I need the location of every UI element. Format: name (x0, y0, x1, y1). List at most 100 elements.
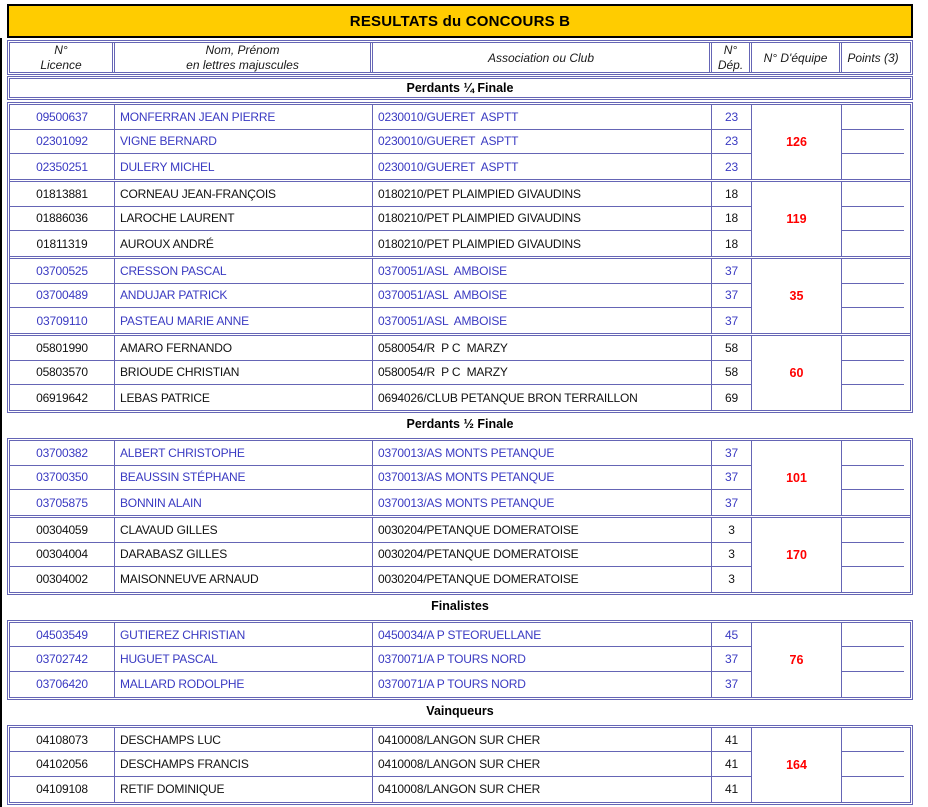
licence-cell: 02301092 (10, 129, 115, 155)
points-cell (842, 182, 904, 207)
name-cell: VIGNE BERNARD (115, 129, 373, 155)
section-block: 03700382 ALBERT CHRISTOPHE 0370013/AS MONT… (7, 437, 913, 595)
points-cell (842, 518, 904, 543)
name-cell: PASTEAU MARIE ANNE (115, 308, 373, 333)
name-cell: DULERY MICHEL (115, 154, 373, 179)
name-cell: LAROCHE LAURENT (115, 206, 373, 232)
points-cell (842, 728, 904, 753)
licence-cell: 00304002 (10, 567, 115, 592)
section-block: 04503549 GUTIEREZ CHRISTIAN 0450034/A P ST… (7, 619, 913, 700)
points-cell (842, 361, 904, 386)
club-cell: 0370071/A P TOURS NORD (373, 672, 712, 697)
club-cell: 0370051/ASL AMBOISE (373, 283, 712, 309)
column-header-points: Points (3) (847, 50, 899, 65)
section-title: Perdants ½ Finale (406, 417, 514, 432)
points-cell (842, 207, 904, 232)
name-cell: BONNIN ALAIN (115, 490, 373, 515)
club-cell: 0180210/PET PLAIMPIED GIVAUDINS (373, 181, 712, 207)
name-cell: CORNEAU JEAN-FRANÇOIS (115, 181, 373, 207)
page-edge-line (0, 38, 2, 807)
points-cell (842, 385, 904, 410)
name-cell: MONFERRAN JEAN PIERRE (115, 105, 373, 130)
name-cell: CLAVAUD GILLES (115, 517, 373, 543)
points-cell (842, 154, 904, 179)
club-cell: 0180210/PET PLAIMPIED GIVAUDINS (373, 231, 712, 256)
points-cell (842, 105, 904, 130)
name-cell: AUROUX ANDRÉ (115, 231, 373, 256)
dep-cell: 37 (712, 647, 752, 673)
name-cell: LEBAS PATRICE (115, 385, 373, 410)
column-header-dep: N° Dép. (712, 43, 752, 73)
licence-cell: 05803570 (10, 360, 115, 386)
licence-cell: 01813881 (10, 181, 115, 207)
dep-cell: 41 (712, 727, 752, 753)
licence-cell: 01811319 (10, 231, 115, 256)
dep-cell: 37 (712, 283, 752, 309)
licence-cell: 04503549 (10, 622, 115, 648)
column-header-equipe: N° D'équipe (752, 43, 842, 73)
dep-cell: 69 (712, 385, 752, 410)
team-group: 04108073 DESCHAMPS LUC 0410008/LANGON SUR … (10, 727, 910, 802)
team-number-cell: 35 (752, 258, 842, 333)
team-group: 03700525 CRESSON PASCAL 0370051/ASL AMBOIS… (10, 255, 910, 333)
licence-cell: 03700525 (10, 258, 115, 284)
name-cell: GUTIEREZ CHRISTIAN (115, 622, 373, 648)
name-cell: DESCHAMPS FRANCIS (115, 752, 373, 778)
dep-cell: 3 (712, 542, 752, 568)
sections-container: Perdants ¼ Finale 09500637 MONFERRAN JEAN … (7, 76, 913, 805)
club-cell: 0370013/AS MONTS PETANQUE (373, 440, 712, 466)
section-block: 04108073 DESCHAMPS LUC 0410008/LANGON SUR … (7, 724, 913, 805)
club-cell: 0030204/PETANQUE DOMERATOISE (373, 517, 712, 543)
name-cell: CRESSON PASCAL (115, 258, 373, 284)
dep-cell: 18 (712, 181, 752, 207)
name-cell: HUGUET PASCAL (115, 647, 373, 673)
club-cell: 0580054/R P C MARZY (373, 335, 712, 361)
team-number-cell: 101 (752, 440, 842, 515)
column-header-club: Association ou Club (373, 43, 712, 73)
team-number-cell: 119 (752, 181, 842, 256)
points-cell (842, 308, 904, 333)
points-cell (842, 466, 904, 491)
points-cell (842, 777, 904, 802)
name-cell: MALLARD RODOLPHE (115, 672, 373, 697)
team-group: 01813881 CORNEAU JEAN-FRANÇOIS 0180210/PET… (10, 178, 910, 256)
team-number-cell: 60 (752, 335, 842, 410)
club-cell: 0180210/PET PLAIMPIED GIVAUDINS (373, 206, 712, 232)
club-cell: 0370013/AS MONTS PETANQUE (373, 465, 712, 491)
section-title: Perdants ¼ Finale (7, 76, 913, 100)
column-header-licence: N° Licence (10, 43, 115, 73)
points-cell (842, 490, 904, 515)
licence-cell: 04102056 (10, 752, 115, 778)
points-cell (842, 543, 904, 568)
name-cell: MAISONNEUVE ARNAUD (115, 567, 373, 592)
dep-cell: 45 (712, 622, 752, 648)
licence-cell: 01886036 (10, 206, 115, 232)
licence-cell: 03700489 (10, 283, 115, 309)
club-cell: 0030204/PETANQUE DOMERATOISE (373, 542, 712, 568)
dep-cell: 58 (712, 360, 752, 386)
name-cell: RETIF DOMINIQUE (115, 777, 373, 802)
team-group: 05801990 AMARO FERNANDO 0580054/R P C MARZ… (10, 332, 910, 410)
name-cell: DESCHAMPS LUC (115, 727, 373, 753)
licence-cell: 03709110 (10, 308, 115, 333)
dep-cell: 37 (712, 258, 752, 284)
points-cell (842, 567, 904, 592)
dep-cell: 18 (712, 231, 752, 256)
points-cell (842, 130, 904, 155)
column-header-nom: Nom, Prénom en lettres majuscules (115, 43, 373, 73)
licence-cell: 00304059 (10, 517, 115, 543)
dep-cell: 37 (712, 490, 752, 515)
dep-cell: 41 (712, 777, 752, 802)
dep-cell: 37 (712, 440, 752, 466)
licence-cell: 03705875 (10, 490, 115, 515)
table-header-row: N° Licence Nom, Prénom en lettres majusc… (7, 40, 913, 75)
licence-cell: 04108073 (10, 727, 115, 753)
club-cell: 0230010/GUERET ASPTT (373, 154, 712, 179)
licence-cell: 05801990 (10, 335, 115, 361)
dep-cell: 37 (712, 308, 752, 333)
points-cell (842, 752, 904, 778)
licence-cell: 03702742 (10, 647, 115, 673)
team-number-cell: 126 (752, 105, 842, 179)
dep-cell: 3 (712, 517, 752, 543)
licence-cell: 04109108 (10, 777, 115, 802)
